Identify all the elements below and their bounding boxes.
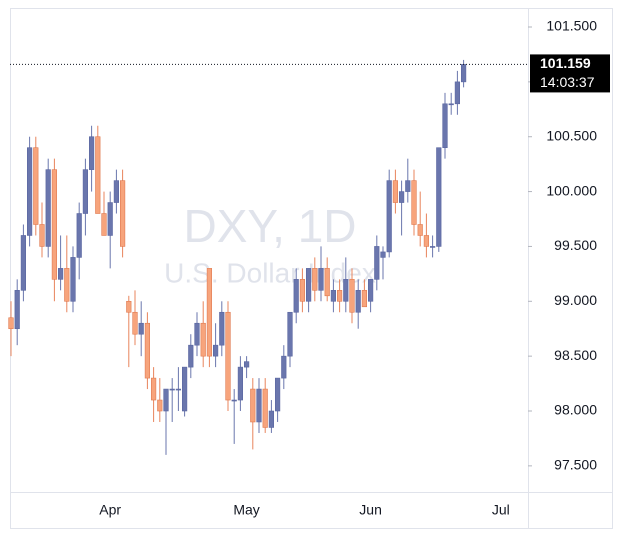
candle-body [361,290,368,308]
chart-frame [10,8,613,529]
candle-body [411,180,417,225]
candle-body [436,147,442,247]
candle-body [380,251,386,258]
candle-body [460,64,467,83]
x-tick-label: Jun [359,502,382,518]
candle-body [206,268,213,357]
candle-body [343,279,349,302]
candle-body [169,388,175,391]
candle-body [231,399,237,402]
candle-body [225,311,231,401]
candle-body [281,355,287,379]
candle-body [405,180,411,192]
x-tick-label: May [233,502,259,518]
candle-body [274,377,281,412]
candle-body [51,169,57,280]
candle-body [20,235,27,291]
last-price-label: 101.159 [540,55,591,71]
candle-body [101,213,107,236]
candle-body [45,169,51,247]
candle-body [219,311,225,346]
candle-body [157,399,163,412]
watermark-title: DXY, 1D [183,200,356,252]
candle-body [76,213,82,258]
candle-body [262,388,268,428]
candle-body [392,180,399,203]
candle-body [113,180,119,203]
candle-body [138,322,144,335]
x-tick-label: Apr [99,502,121,518]
candle-body [33,147,39,225]
candle-body [324,268,330,297]
candle-body [448,103,454,106]
y-tick-label: 97.500 [554,457,597,473]
countdown-label: 14:03:37 [540,74,595,90]
candle-body [163,388,169,412]
candle-body [132,311,138,335]
candle-body [126,300,132,313]
y-tick-label: 98.000 [554,402,597,418]
candle-body [57,268,64,280]
candle-body [429,246,436,248]
x-tick-label: Jul [492,502,510,518]
candle-body [70,257,76,302]
candle-body [305,268,312,302]
candle-body [120,180,126,247]
candle-body [151,377,157,401]
candle-body [188,344,194,368]
candle-body [336,290,343,302]
candle-body [39,224,45,247]
candle-body [200,322,206,357]
candle-body [14,290,20,330]
candle-body [442,103,448,148]
candle-body [287,311,293,357]
watermark-subtitle: U.S. Dollar Index [164,257,376,288]
y-tick-label: 99.500 [554,237,597,253]
candle-body [82,169,88,214]
y-tick-label: 101.500 [546,18,597,34]
candle-body [95,136,101,214]
candle-body [318,268,324,291]
candle-body [256,388,262,423]
candle-body [268,410,275,428]
candle-body [175,388,182,391]
candle-body [89,136,95,170]
candle-body [250,388,256,423]
candle-body [367,279,374,302]
candle-body [299,279,306,302]
candle-body [330,290,337,302]
candle-body [244,361,250,368]
y-tick-label: 100.500 [546,127,597,143]
candle-body [312,268,318,291]
candle-body [144,322,151,379]
candle-body [398,191,405,203]
candle-body [213,344,219,357]
y-tick-label: 98.500 [554,347,597,363]
candle-body [293,279,299,313]
candle-body [107,202,113,236]
last-price-box [530,54,610,93]
candle-body [26,147,33,236]
candle-body [386,180,392,253]
candle-body [423,235,430,247]
candle-body [64,268,70,302]
candle-body [374,246,380,280]
candle-body [8,317,14,330]
candle-body [355,290,361,313]
candle-body [182,366,188,412]
candle-body [349,279,355,313]
candle-body [454,81,461,105]
candle-body [237,366,244,401]
y-tick-label: 100.000 [546,182,597,198]
candle-body [417,224,423,236]
candle-body [194,322,200,346]
y-tick-label: 99.000 [554,292,597,308]
